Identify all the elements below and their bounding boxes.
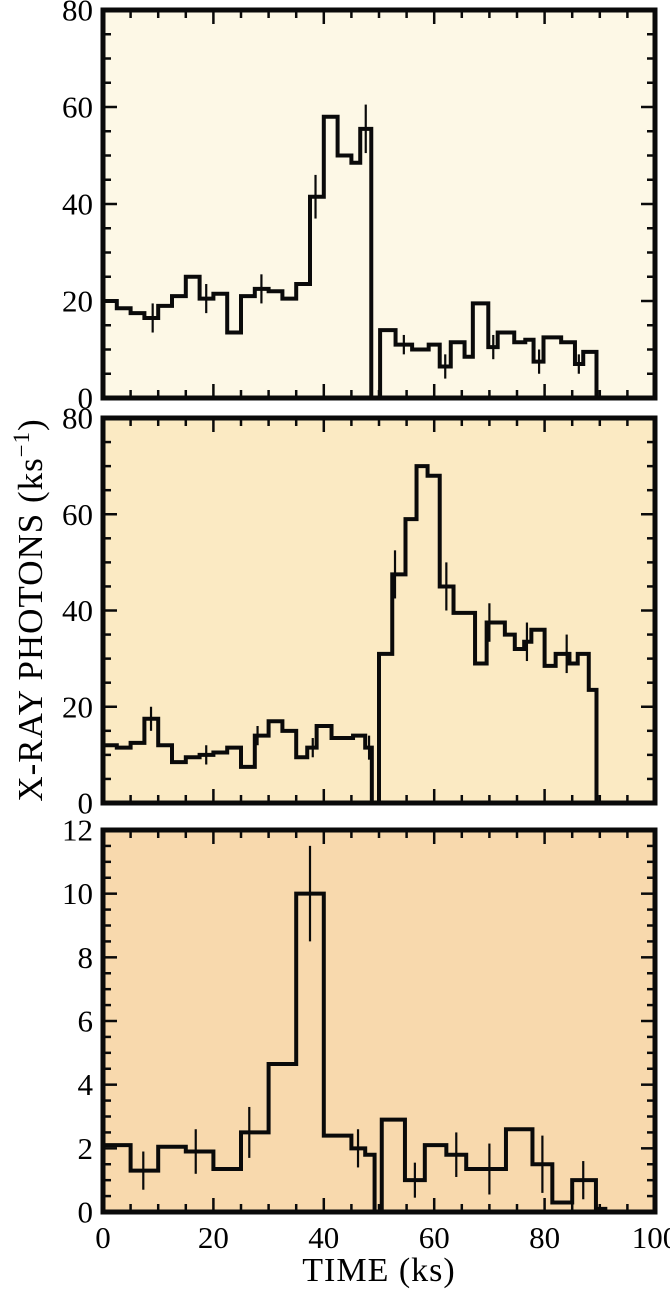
step-curve-bottom: [103, 891, 655, 1214]
y-tick-label: 0: [78, 786, 94, 821]
y-tick-label: 40: [62, 187, 93, 222]
step-curve-middle: [103, 464, 655, 805]
y-tick-label: 20: [62, 284, 93, 319]
x-tick-label: 0: [95, 1220, 111, 1255]
ticks-top: [101, 8, 657, 400]
y-tick-label: 80: [62, 0, 93, 28]
y-tick-label: 10: [62, 876, 93, 911]
x-tick-label: 20: [198, 1220, 229, 1255]
panel-middle: 0 20 40 60 80: [62, 401, 658, 821]
x-tick-label: 40: [308, 1220, 339, 1255]
y-tick-label: 4: [78, 1067, 94, 1102]
x-tick-label: 80: [529, 1220, 560, 1255]
x-axis-title: TIME (ks): [302, 1252, 456, 1289]
y-tick-label: 80: [62, 401, 93, 436]
y-tick-label: 0: [78, 381, 94, 416]
error-bars-bottom: [142, 845, 585, 1200]
y-tick-label: 6: [78, 1004, 94, 1039]
panel-bottom: 0 2 4 6 8 10 12 0 20 40 60 80 100: [62, 813, 670, 1255]
y-tick-label: 20: [62, 689, 93, 724]
y-tick-label: 60: [62, 497, 93, 532]
y-axis-title-text: X-RAY PHOTONS (ks: [10, 457, 50, 802]
ticks-bottom: [101, 828, 657, 1214]
x-tick-label: 100: [632, 1220, 670, 1255]
y-tick-label: 12: [62, 813, 93, 848]
y-tick-label: 2: [78, 1131, 94, 1166]
y-axis-title: X-RAY PHOTONS (ks−1): [9, 418, 51, 801]
y-axis-title-superscript: −1: [9, 431, 35, 458]
y-tick-label: 8: [78, 940, 94, 975]
error-bars-middle: [149, 550, 568, 765]
error-bars-top: [151, 104, 580, 379]
y-axis-title-suffix: ): [10, 418, 50, 432]
panel-top: 0 20 40 60 80: [62, 0, 658, 416]
x-tick-label: 60: [419, 1220, 450, 1255]
plot-area-bottom: [100, 827, 658, 1215]
y-tick-label: 40: [62, 593, 93, 628]
y-tick-label: 0: [78, 1195, 94, 1230]
y-tick-label: 60: [62, 90, 93, 125]
